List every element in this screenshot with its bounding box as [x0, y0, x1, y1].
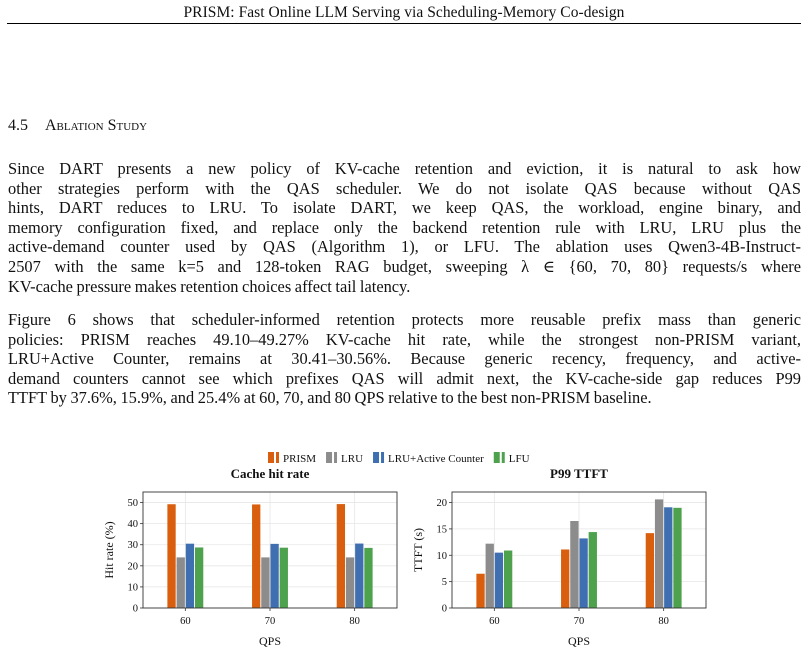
- header-rule: [7, 23, 801, 24]
- text-line: KV-cache pressure makes retention choice…: [8, 276, 411, 296]
- legend-swatch-accent: [276, 452, 279, 463]
- legend-label: LFU: [509, 453, 530, 465]
- text-line: Since DART presents a new policy of KV-c…: [8, 159, 801, 178]
- section-heading: 4.5 Ablation Study: [8, 117, 147, 135]
- text-line: policies: PRISM reaches 49.10–49.27% KV-…: [8, 329, 801, 349]
- x-axis-label: QPS: [259, 634, 281, 648]
- text-line: Figure 6 shows that scheduler-informed r…: [8, 310, 801, 329]
- legend-item: LRU+Active Counter: [373, 452, 484, 465]
- y-axis-label: TTFT (s): [411, 528, 425, 572]
- bar-lru-80: [345, 557, 355, 608]
- section-title: Ablation Study: [45, 117, 148, 134]
- y-tick-label: 5: [442, 577, 447, 588]
- text-line: memory configuration fixed, and replace …: [8, 217, 801, 237]
- y-tick-label: 20: [128, 561, 139, 572]
- bar-prism-70: [252, 504, 261, 608]
- bar-lfu-60: [503, 550, 513, 608]
- x-tick-label: 60: [180, 616, 191, 627]
- x-tick-label: 70: [265, 616, 276, 627]
- x-tick-label: 70: [574, 616, 585, 627]
- y-tick-label: 40: [128, 519, 139, 530]
- chart-title: P99 TTFT: [550, 466, 608, 481]
- legend-swatch: [268, 452, 274, 463]
- x-tick-label: 80: [349, 616, 360, 627]
- bar-prism-80: [645, 533, 655, 608]
- chart-cache-hit-rate: Cache hit rate 0 10 20 30 40 50 60 70 80 QPS Hit ra…: [102, 466, 398, 648]
- y-tick-label: 0: [442, 604, 447, 615]
- text-line: LRU+Active Counter, remains at 30.41–30.…: [8, 349, 801, 369]
- legend-swatch: [373, 452, 380, 463]
- y-tick-label: 10: [128, 582, 139, 593]
- section-number: 4.5: [8, 117, 28, 134]
- y-tick-label: 15: [437, 524, 448, 535]
- bar-lfu-80: [364, 547, 373, 608]
- chart-title: Cache hit rate: [231, 466, 310, 481]
- bar-lru-active-counter-70: [270, 543, 279, 608]
- y-tick-label: 20: [437, 498, 448, 509]
- paragraph-ablation-results: Figure 6 shows that scheduler-informed r…: [8, 310, 801, 408]
- legend-label: PRISM: [283, 453, 316, 465]
- chart-p99-ttft: P99 TTFT 0 5 10 15 20 60 70 80 QPS TTFT (s): [411, 466, 707, 648]
- legend-label: LRU: [341, 453, 363, 465]
- text-line: hints, DART reduces to LRU. To isolate D…: [8, 198, 801, 218]
- bar-lru-active-counter-80: [355, 543, 364, 608]
- bar-lru-active-counter-60: [185, 543, 195, 608]
- text-line: demand counters cannot see which prefixe…: [8, 368, 801, 388]
- bar-lru-80: [654, 499, 664, 608]
- y-tick-label: 30: [128, 540, 139, 551]
- figure-legend: PRISM LRU LRU+Active Counter LFU: [268, 452, 530, 465]
- legend-item: PRISM: [268, 452, 316, 465]
- legend-swatch-accent: [334, 452, 338, 463]
- x-axis-label: QPS: [568, 634, 590, 648]
- bar-lru-active-counter-80: [664, 507, 673, 608]
- bar-lru-active-counter-60: [494, 552, 504, 608]
- bar-lfu-70: [279, 547, 288, 608]
- bar-lru-60: [176, 557, 185, 608]
- bar-lru-70: [261, 557, 270, 608]
- bar-lfu-80: [673, 507, 682, 608]
- legend-item: LFU: [493, 452, 530, 465]
- y-tick-label: 10: [437, 551, 448, 562]
- x-tick-label: 80: [658, 616, 669, 627]
- bar-prism-60: [476, 573, 485, 608]
- text-line: 2507 with the same k=5 and 128-token RAG…: [8, 256, 801, 276]
- text-line: active-demand counter used by QAS (Algor…: [8, 237, 801, 257]
- y-tick-label: 0: [133, 604, 138, 615]
- bar-lru-60: [485, 543, 494, 608]
- bar-prism-80: [336, 504, 346, 608]
- bar-prism-60: [167, 504, 176, 608]
- legend-swatch: [326, 452, 333, 463]
- x-tick-label: 60: [489, 616, 500, 627]
- paragraph-ablation-setup: Since DART presents a new policy of KV-c…: [8, 159, 801, 296]
- bar-lfu-70: [588, 532, 597, 608]
- text-line: other strategies perform with the QAS sc…: [8, 178, 801, 198]
- figure-svg: PRISM LRU LRU+Active Counter LFU Cache hit …: [102, 452, 707, 648]
- legend-label: LRU+Active Counter: [388, 453, 484, 465]
- legend-swatch-accent: [501, 452, 505, 463]
- running-header: PRISM: Fast Online LLM Serving via Sched…: [183, 4, 625, 21]
- y-axis-label: Hit rate (%): [102, 521, 116, 578]
- legend-item: LRU: [326, 452, 363, 465]
- legend-swatch-accent: [381, 452, 385, 463]
- bar-lfu-60: [194, 547, 204, 608]
- y-tick-label: 50: [128, 498, 139, 509]
- legend-swatch: [493, 452, 500, 463]
- figure-ablation: PRISM LRU LRU+Active Counter LFU Cache hit …: [0, 448, 808, 659]
- text-line: TTFT by 37.6%, 15.9%, and 25.4% at 60, 7…: [8, 388, 652, 408]
- bar-prism-70: [561, 549, 570, 608]
- bar-lru-active-counter-70: [579, 538, 588, 608]
- bar-lru-70: [570, 521, 579, 608]
